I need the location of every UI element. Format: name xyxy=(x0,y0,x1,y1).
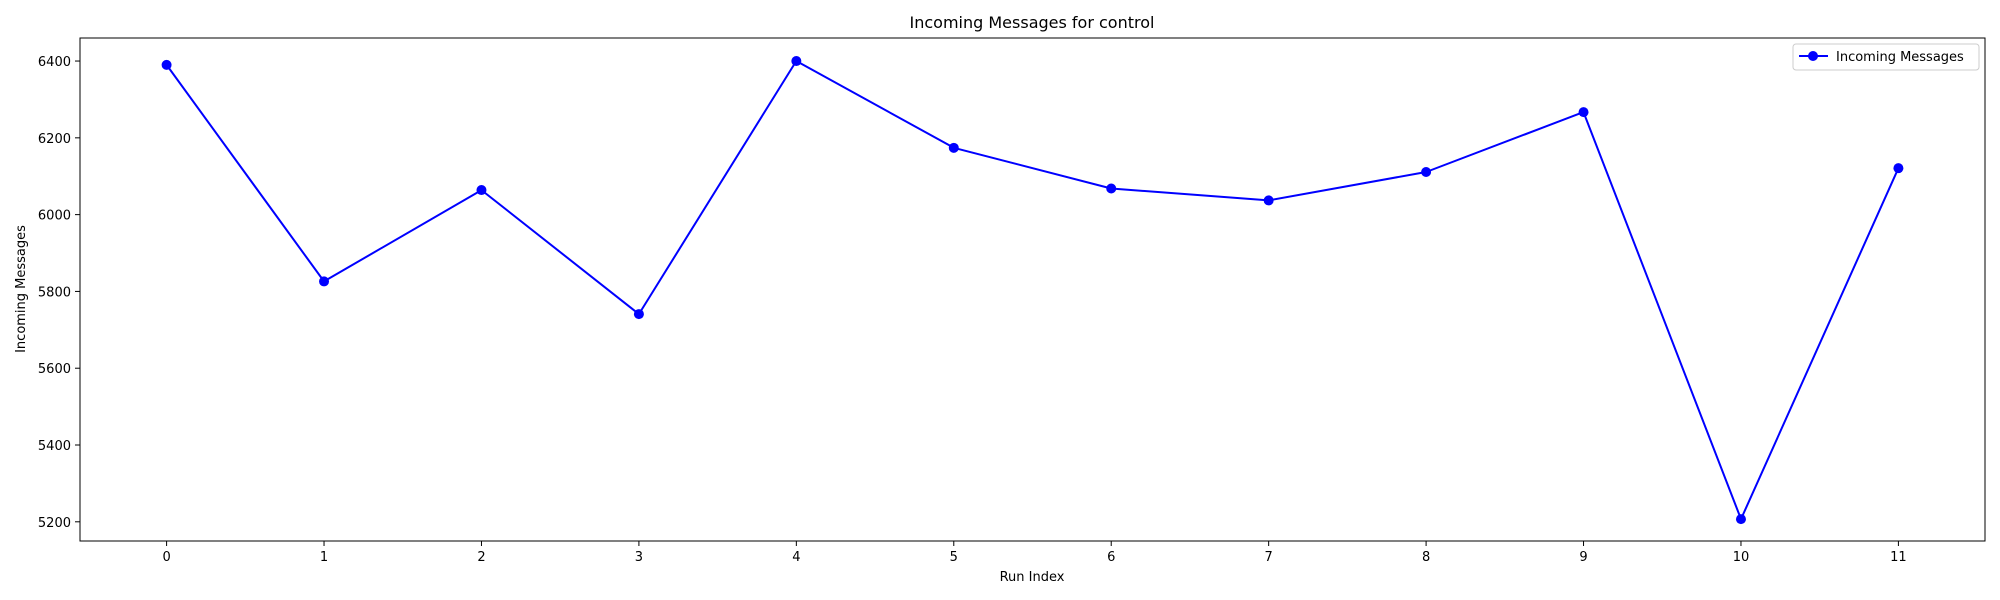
data-point xyxy=(1421,167,1432,178)
x-tick-label: 0 xyxy=(162,550,170,565)
chart-title: Incoming Messages for control xyxy=(910,13,1155,32)
x-tick-label: 5 xyxy=(950,550,958,565)
y-tick-label: 5400 xyxy=(38,439,71,454)
data-point xyxy=(1578,107,1589,118)
x-tick-label: 7 xyxy=(1265,550,1273,565)
x-tick-label: 11 xyxy=(1890,550,1907,565)
series-layer xyxy=(161,56,1904,525)
x-axis-label: Run Index xyxy=(1000,570,1065,585)
x-tick-label: 3 xyxy=(635,550,643,565)
data-point xyxy=(1106,183,1117,194)
x-tick-label: 9 xyxy=(1579,550,1587,565)
y-tick-label: 6400 xyxy=(38,55,71,70)
legend-marker-swatch xyxy=(1808,51,1818,61)
data-point xyxy=(319,276,330,287)
y-tick-label: 5600 xyxy=(38,362,71,377)
legend-box xyxy=(1792,43,1980,71)
data-point xyxy=(791,56,802,67)
series-line xyxy=(165,60,1900,521)
legend-label: Incoming Messages xyxy=(1836,50,1964,65)
y-tick-label: 5800 xyxy=(38,285,71,300)
y-axis-ticks: 5200 5400 5600 5800 6000 6200 6400 xyxy=(38,55,80,531)
data-point xyxy=(948,142,959,153)
x-tick-label: 10 xyxy=(1733,550,1750,565)
data-point xyxy=(1735,514,1746,525)
legend: Incoming Messages xyxy=(1792,43,1980,71)
y-axis-label: Incoming Messages xyxy=(14,225,29,353)
y-tick-label: 6200 xyxy=(38,132,71,147)
x-tick-label: 1 xyxy=(320,550,328,565)
data-point xyxy=(633,309,644,320)
x-tick-label: 8 xyxy=(1422,550,1430,565)
x-axis-ticks: 0 1 2 3 4 5 6 7 8 9 10 11 xyxy=(162,541,1907,565)
x-tick-label: 2 xyxy=(477,550,485,565)
plot-frame xyxy=(79,37,1986,542)
data-point xyxy=(476,185,487,196)
y-tick-label: 5200 xyxy=(38,516,71,531)
data-point xyxy=(1893,163,1904,174)
x-tick-label: 4 xyxy=(792,550,800,565)
data-point xyxy=(1263,195,1274,206)
data-point xyxy=(161,59,172,70)
y-tick-label: 6000 xyxy=(38,209,71,224)
x-tick-label: 6 xyxy=(1107,550,1115,565)
